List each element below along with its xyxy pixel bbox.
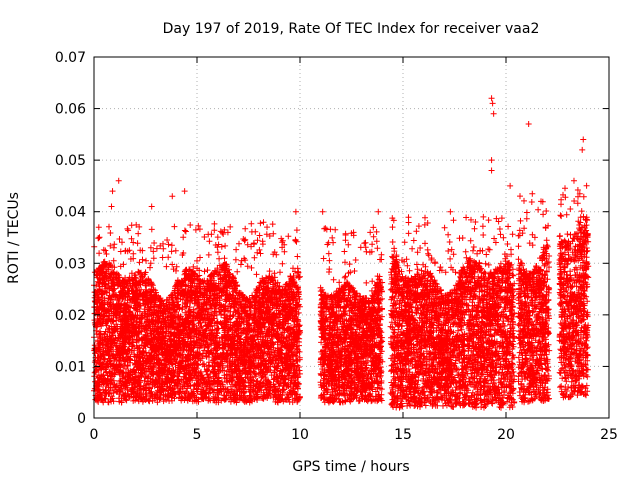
x-axis-label: GPS time / hours xyxy=(292,459,409,475)
outlier-point xyxy=(488,167,495,174)
outlier-point xyxy=(115,177,122,184)
y-tick-label: 0.05 xyxy=(55,153,86,169)
outlier-point xyxy=(447,208,454,215)
outlier-point xyxy=(319,208,326,215)
outlier-point xyxy=(169,193,176,200)
x-tick-label: 15 xyxy=(394,427,412,443)
outlier-point xyxy=(480,213,487,220)
outlier-point xyxy=(570,177,577,184)
outlier-point xyxy=(292,208,299,215)
x-tick-label: 0 xyxy=(90,427,99,443)
outlier-point xyxy=(580,136,587,143)
outlier-point xyxy=(224,229,231,236)
y-tick-label: 0.02 xyxy=(55,308,86,324)
x-tick-label: 20 xyxy=(497,427,515,443)
x-tick-label: 10 xyxy=(291,427,309,443)
x-tick-label: 5 xyxy=(193,427,202,443)
outlier-point xyxy=(109,188,116,195)
outlier-point xyxy=(490,110,497,117)
outlier-point xyxy=(181,188,188,195)
outlier-point xyxy=(538,198,545,205)
y-tick-label: 0.06 xyxy=(55,102,86,118)
outlier-point xyxy=(488,157,495,164)
outlier-point xyxy=(488,95,495,102)
y-tick-label: 0 xyxy=(77,411,86,427)
outlier-point xyxy=(108,203,115,210)
x-tick-label: 25 xyxy=(600,427,618,443)
roti-scatter-cloud xyxy=(91,182,592,411)
y-tick-label: 0.04 xyxy=(55,205,86,221)
y-tick-label: 0.01 xyxy=(55,359,86,375)
y-tick-label: 0.03 xyxy=(55,256,86,272)
outlier-point xyxy=(579,146,586,153)
outlier-point xyxy=(525,121,532,128)
axis-ticks: 0 5 10 15 20 25 0 0.01 0.02 0.03 0.04 0.05 0.06 0.07 xyxy=(55,50,618,443)
outlier-point xyxy=(148,203,155,210)
outlier-point xyxy=(507,182,514,189)
outlier-point xyxy=(350,229,357,236)
y-axis-label: ROTI / TECUs xyxy=(6,192,22,284)
plot-frame xyxy=(93,56,610,419)
data-points xyxy=(91,95,592,411)
outlier-point xyxy=(375,208,382,215)
outlier-point xyxy=(489,100,496,107)
y-tick-label: 0.07 xyxy=(55,50,86,66)
chart-title: Day 197 of 2019, Rate Of TEC Index for r… xyxy=(163,21,540,37)
outlier-point xyxy=(264,224,271,231)
